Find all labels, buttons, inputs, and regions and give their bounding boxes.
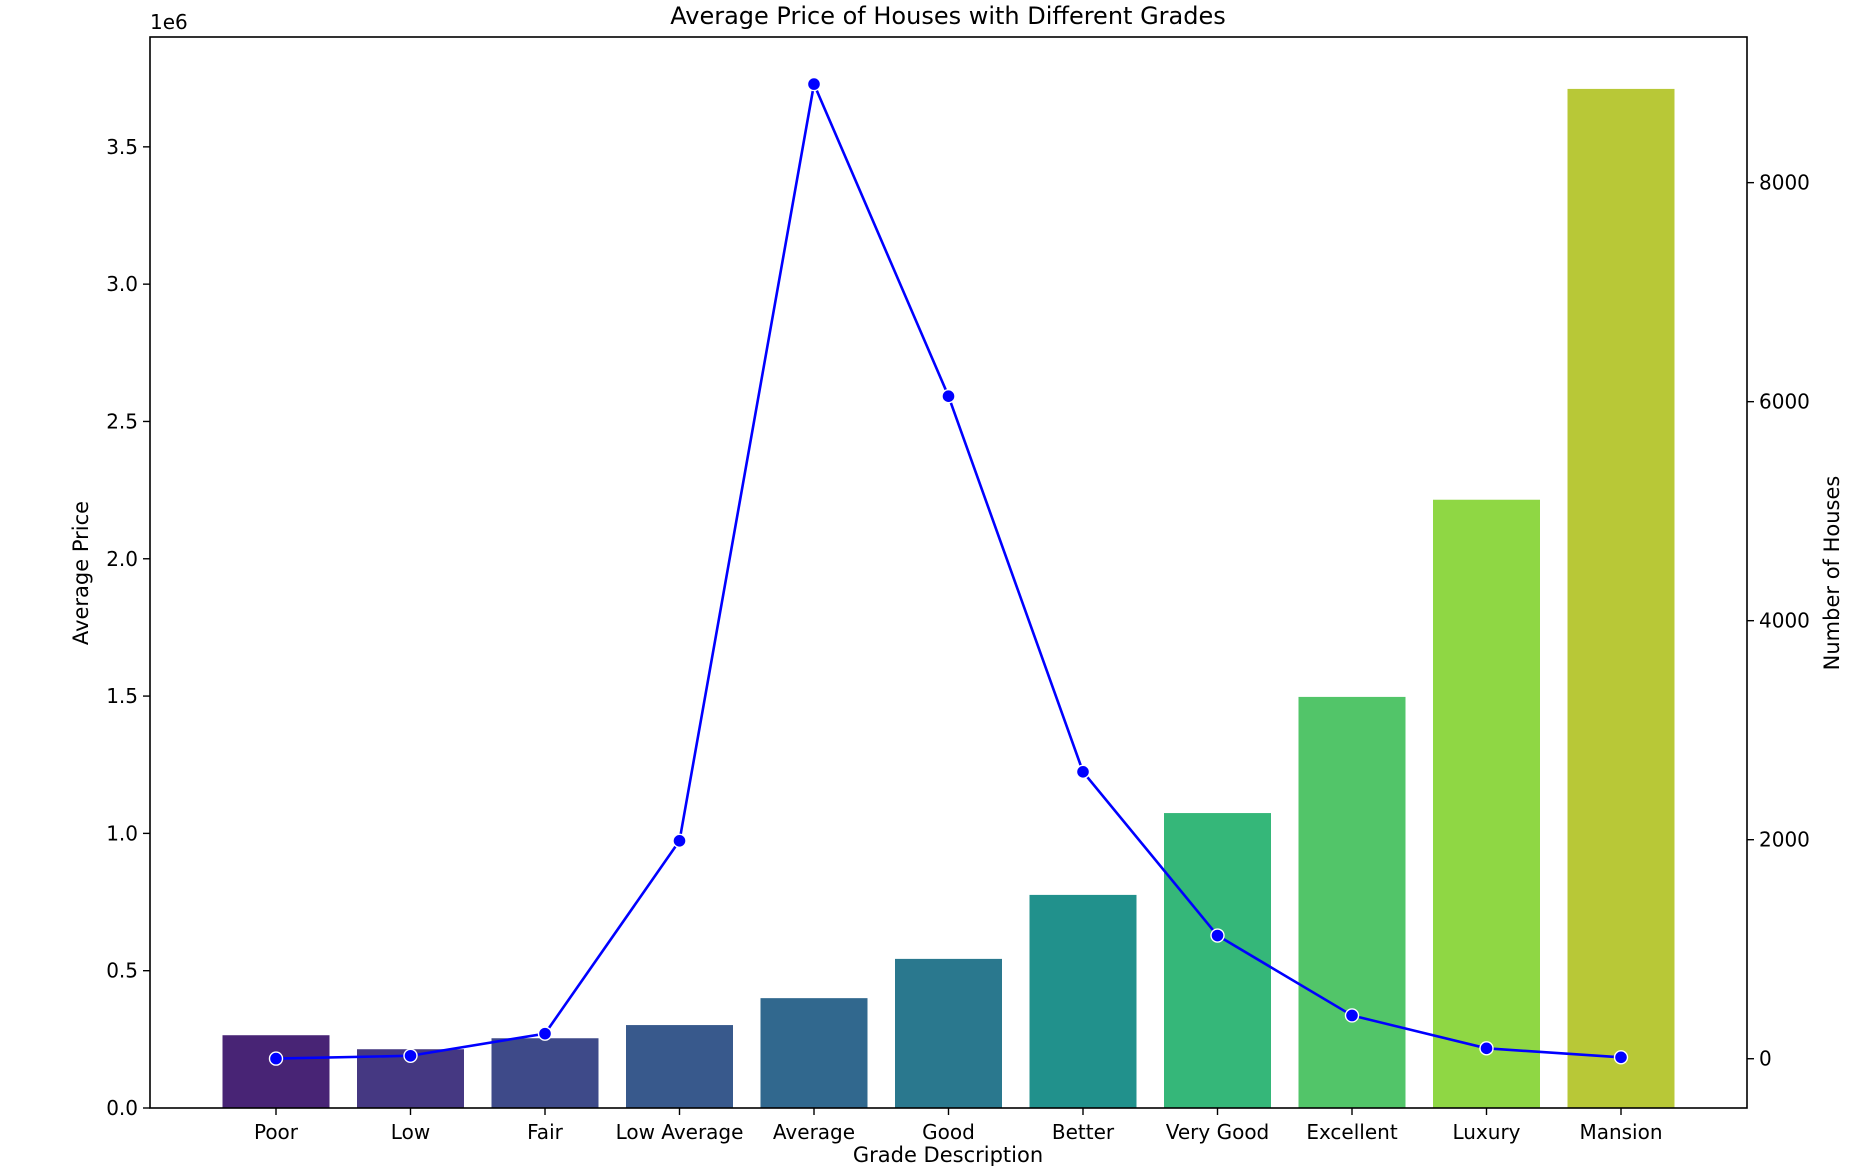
y-tick-label-0: 0.0 — [106, 1096, 138, 1120]
left-axis: 0.0 0.5 1.0 1.5 2.0 2.5 3.0 3.5 — [106, 135, 150, 1120]
bar-8 — [1298, 696, 1406, 1108]
x-tick-label-6: Better — [1052, 1120, 1115, 1144]
y-tick-label-1: 0.5 — [106, 959, 138, 983]
y2-tick-label-3: 6000 — [1759, 390, 1810, 414]
y-axis-label: Average Price — [69, 501, 93, 645]
bar-7 — [1164, 813, 1271, 1108]
chart-title: Average Price of Houses with Different G… — [670, 2, 1226, 30]
y2-axis-label: Number of Houses — [1820, 476, 1844, 671]
y2-tick-label-0: 0 — [1759, 1047, 1772, 1071]
y2-tick-label-4: 8000 — [1759, 171, 1810, 195]
x-tick-label-5: Good — [922, 1120, 975, 1144]
x-tick-label-2: Fair — [527, 1120, 563, 1144]
x-axis: Poor Low Fair Low Average Average Good Better V… — [254, 1108, 1663, 1144]
y-tick-label-4: 2.0 — [106, 547, 138, 571]
bar-3 — [626, 1025, 733, 1108]
x-tick-label-4: Average — [773, 1120, 855, 1144]
x-tick-label-10: Mansion — [1579, 1120, 1662, 1144]
x-tick-label-8: Excellent — [1306, 1120, 1398, 1144]
bar-0 — [222, 1035, 330, 1108]
count-marker-3 — [672, 833, 687, 848]
y-tick-label-7: 3.5 — [106, 135, 138, 159]
y2-tick-label-2: 4000 — [1759, 609, 1810, 633]
count-marker-7 — [1210, 928, 1225, 943]
x-axis-label: Grade Description — [853, 1143, 1043, 1166]
count-marker-10 — [1613, 1050, 1629, 1065]
count-marker-9 — [1479, 1041, 1494, 1056]
x-tick-label-9: Luxury — [1452, 1120, 1520, 1144]
y-tick-label-2: 1.0 — [106, 821, 138, 845]
bar-10 — [1567, 88, 1675, 1109]
count-marker-0 — [268, 1051, 284, 1066]
bar-6 — [1029, 894, 1137, 1108]
y-tick-label-5: 2.5 — [106, 409, 138, 433]
y-tick-label-3: 1.5 — [106, 684, 138, 708]
count-marker-2 — [537, 1026, 553, 1041]
bar-2 — [491, 1038, 599, 1108]
bar-4 — [760, 998, 868, 1108]
count-marker-5 — [941, 388, 956, 404]
count-marker-1 — [403, 1048, 418, 1063]
x-tick-label-3: Low Average — [616, 1120, 744, 1144]
y2-tick-label-1: 2000 — [1759, 828, 1810, 852]
y-offset-text: 1e6 — [150, 10, 188, 34]
y-tick-label-6: 3.0 — [106, 272, 138, 296]
x-tick-label-1: Low — [391, 1120, 430, 1144]
x-tick-label-7: Very Good — [1166, 1120, 1270, 1144]
bar-9 — [1433, 499, 1540, 1108]
x-tick-label-0: Poor — [254, 1120, 299, 1144]
count-marker-4 — [806, 76, 822, 92]
bars-layer — [222, 88, 1675, 1109]
line-layer — [268, 76, 1629, 1066]
count-marker-6 — [1075, 764, 1091, 780]
count-marker-8 — [1344, 1008, 1360, 1023]
right-axis: 0 2000 4000 6000 8000 — [1747, 171, 1810, 1071]
bar-5 — [895, 958, 1002, 1108]
